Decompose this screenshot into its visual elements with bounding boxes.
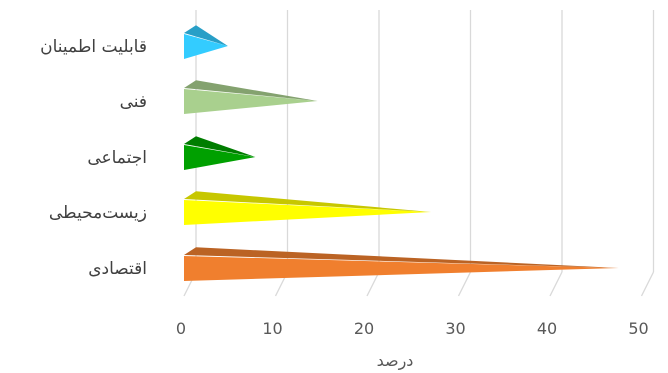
gridlines	[183, 10, 655, 297]
bar-front-face	[184, 200, 432, 225]
bar-top-face	[184, 136, 256, 157]
x-tick-label: 50	[628, 319, 648, 338]
x-tick-label: 0	[176, 319, 186, 338]
x-tick-label: 40	[537, 319, 557, 338]
gridline-floor	[549, 271, 563, 297]
bar-top-face	[184, 80, 318, 101]
bars	[184, 25, 619, 281]
x-tick-label: 20	[354, 319, 374, 338]
gridline-floor	[640, 271, 655, 297]
category-label: زیست‌محیطی	[49, 203, 147, 223]
bar-front-face	[184, 256, 619, 281]
bar-front-face	[184, 34, 228, 59]
x-tick-labels: 0 10 20 30 40 50	[176, 319, 649, 338]
category-labels: اقتصادی زیست‌محیطی اجتماعی فنی قابلیت اطمینا…	[40, 37, 147, 279]
gridline-floor	[457, 271, 472, 297]
x-tick-label: 30	[445, 319, 465, 338]
gridline-floor	[366, 271, 380, 297]
bar	[184, 247, 619, 281]
bar-front-face	[184, 145, 256, 170]
bar	[184, 80, 318, 114]
category-label: فنی	[120, 92, 147, 112]
bar-top-face	[184, 247, 619, 268]
category-label: قابلیت اطمینان	[40, 37, 147, 57]
bar-top-face	[184, 25, 228, 46]
bar-front-face	[184, 89, 318, 114]
bar	[184, 25, 228, 59]
x-tick-label: 10	[262, 319, 282, 338]
category-label: اقتصادی	[88, 259, 147, 279]
bar-top-face	[184, 191, 432, 212]
bar	[184, 136, 256, 170]
x-axis-title: درصد	[377, 351, 414, 371]
bar	[184, 191, 432, 225]
category-label: اجتماعی	[87, 148, 147, 168]
